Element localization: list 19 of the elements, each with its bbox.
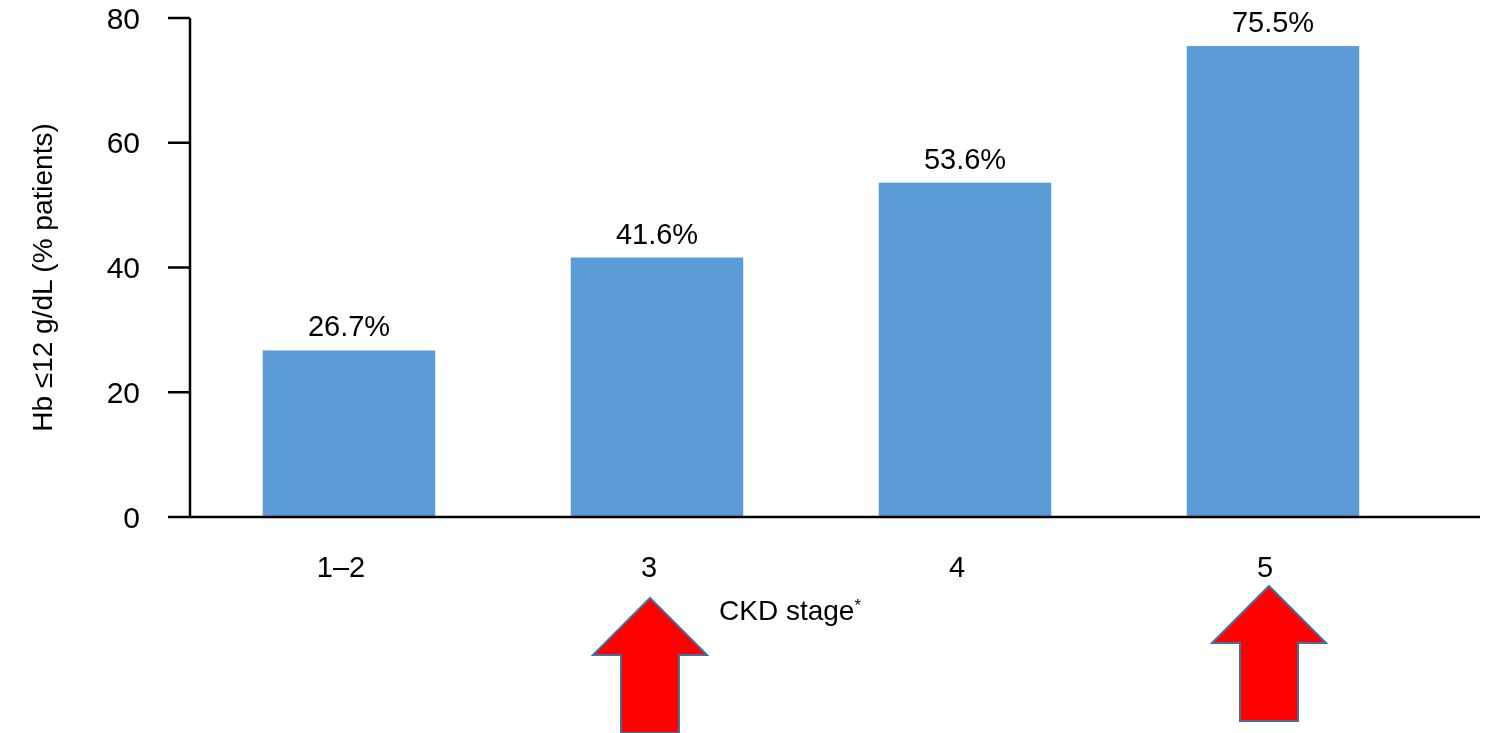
y-tick-label: 40 xyxy=(106,251,140,284)
x-tick-label: 3 xyxy=(640,551,658,583)
bar xyxy=(262,350,436,517)
y-tick-label: 0 xyxy=(123,500,140,534)
x-tick-label: 4 xyxy=(948,551,966,583)
x-tick-label: 1–2 xyxy=(316,551,366,583)
y-tick-label: 80 xyxy=(106,1,140,35)
x-axis-title: CKD stage$^{*}$ xyxy=(719,595,862,626)
bar xyxy=(570,257,744,517)
bar xyxy=(1186,46,1360,517)
data-label: 41.6% xyxy=(615,217,699,250)
data-label: 26.7% xyxy=(307,310,391,343)
x-tick-label: 5 xyxy=(1256,551,1274,583)
y-tick-label: 60 xyxy=(106,126,140,160)
bar xyxy=(878,182,1052,517)
data-label: 53.6% xyxy=(923,142,1007,175)
y-tick-label: 20 xyxy=(106,375,140,409)
data-label: 75.5% xyxy=(1231,6,1315,39)
y-axis-title: Hb ≤12 g/dL (% patients) xyxy=(27,123,58,432)
